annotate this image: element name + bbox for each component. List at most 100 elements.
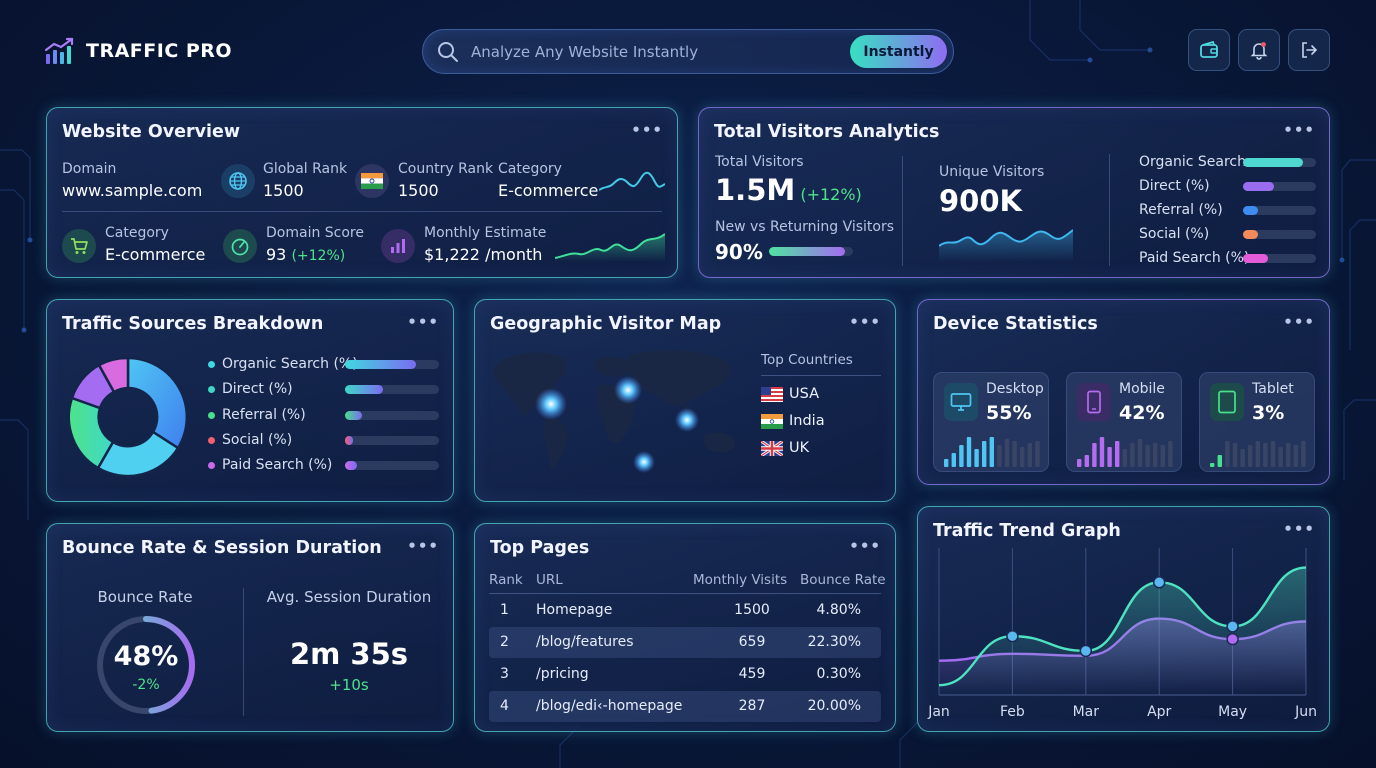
col-header-bounce[interactable]: Bounce Rate — [800, 572, 886, 588]
country-india[interactable]: India — [789, 413, 825, 429]
visitor-source-label: Direct (%) — [1139, 178, 1210, 194]
data-point[interactable] — [1226, 632, 1239, 646]
device-card-tablet[interactable]: Tablet 3% — [1199, 372, 1315, 472]
data-point[interactable] — [1226, 620, 1239, 633]
map-hotspot[interactable] — [675, 408, 699, 432]
device-value: 3% — [1252, 402, 1285, 424]
divider — [489, 593, 881, 594]
device-bar — [1012, 441, 1017, 467]
legend-dot — [208, 386, 215, 394]
bounce-rate-change: -2% — [132, 677, 160, 693]
table-row[interactable]: 4/blog/edi‹-homepage 287 20.00% — [489, 691, 881, 722]
more-options-icon[interactable]: ••• — [407, 313, 439, 331]
total-visitors-change: (+12%) — [800, 185, 862, 204]
chart-logo-icon — [44, 37, 74, 64]
global-rank-label: Global Rank — [263, 161, 348, 177]
legend-dot — [208, 436, 215, 444]
world-map — [493, 350, 735, 473]
map-hotspot[interactable] — [633, 451, 655, 473]
x-tick-label: May — [1218, 704, 1247, 720]
table-cell: 0.30% — [816, 666, 861, 682]
data-point[interactable] — [1079, 644, 1093, 658]
visitors-panel: Total Visitors Analytics ••• Total Visit… — [698, 107, 1330, 278]
map-hotspot[interactable] — [535, 388, 567, 420]
visitor-source-label: Referral (%) — [1139, 202, 1223, 218]
table-cell: 22.30% — [807, 634, 861, 650]
device-label: Desktop — [986, 381, 1044, 397]
device-bar — [1270, 441, 1276, 467]
device-bar — [1084, 455, 1089, 467]
device-bar — [959, 445, 964, 467]
table-cell[interactable]: /blog/edi‹-homepage — [536, 698, 683, 714]
device-bar — [1137, 439, 1143, 467]
country-usa[interactable]: USA — [789, 386, 820, 402]
device-bar — [1293, 445, 1298, 467]
more-options-icon[interactable]: ••• — [631, 121, 663, 139]
device-card-desktop[interactable]: Desktop 55% — [933, 372, 1049, 472]
map-hotspot[interactable] — [614, 376, 642, 404]
visitor-source-bar-fill — [1243, 206, 1258, 215]
table-cell: 4.80% — [816, 602, 861, 618]
country-uk[interactable]: UK — [789, 440, 810, 456]
visitor-source-bar — [1243, 158, 1316, 167]
global-rank-value: 1500 — [263, 181, 304, 200]
legend-dot — [208, 411, 215, 419]
traffic-source-label: Social (%) — [222, 431, 293, 448]
domain-label: Domain — [62, 161, 117, 177]
new-returning-bar — [769, 247, 853, 256]
notifications-button[interactable] — [1238, 29, 1280, 71]
device-card-mobile[interactable]: Mobile 42% — [1066, 372, 1182, 472]
x-tick-label: Mar — [1073, 704, 1100, 720]
traffic-source-bar — [345, 410, 439, 420]
analyze-button[interactable]: Instantly — [850, 35, 947, 68]
globe-icon — [221, 164, 255, 198]
traffic-donut-chart — [67, 356, 189, 478]
table-cell[interactable]: Homepage — [536, 602, 613, 618]
series-area — [939, 567, 1306, 695]
bounce-session-title: Bounce Rate & Session Duration — [62, 538, 382, 558]
col-header-visits[interactable]: Monthly Visits — [693, 572, 788, 588]
more-options-icon[interactable]: ••• — [849, 313, 881, 331]
search-bar[interactable]: Analyze Any Website Instantly Instantly — [422, 29, 954, 74]
traffic-source-bar — [345, 385, 439, 395]
table-cell[interactable]: /blog/features — [536, 634, 634, 650]
wallet-button[interactable] — [1188, 29, 1230, 71]
table-row[interactable]: 2/blog/features 659 22.30% — [489, 627, 881, 658]
traffic-source-label: Referral (%) — [222, 406, 306, 423]
table-row[interactable]: 3/pricing 459 0.30% — [489, 659, 881, 690]
device-bar — [1130, 443, 1135, 467]
device-value: 55% — [986, 402, 1032, 424]
traffic-source-label: Paid Search (%) — [222, 457, 333, 474]
device-bar — [1004, 439, 1010, 467]
col-header-rank[interactable]: Rank — [489, 572, 523, 588]
more-options-icon[interactable]: ••• — [407, 537, 439, 555]
device-bar — [1160, 445, 1165, 467]
bar-chart-icon — [381, 229, 415, 263]
brand-name: TRAFFIC PRO — [86, 40, 233, 62]
table-cell[interactable]: /pricing — [536, 666, 589, 682]
new-returning-bar-fill — [769, 247, 845, 256]
more-options-icon[interactable]: ••• — [1283, 313, 1315, 331]
traffic-trend-chart: Jan Feb Mar Apr May Jun — [927, 548, 1317, 720]
search-input[interactable]: Analyze Any Website Instantly — [471, 42, 699, 61]
visitor-source-label: Social (%) — [1139, 226, 1210, 242]
more-options-icon[interactable]: ••• — [1283, 121, 1315, 139]
device-bar — [951, 453, 956, 467]
data-point[interactable] — [1152, 576, 1166, 589]
data-point[interactable] — [1006, 629, 1019, 643]
table-row[interactable]: 1 Homepage 1500 4.80% — [489, 595, 881, 626]
domain-score-label: Domain Score — [266, 225, 364, 241]
more-options-icon[interactable]: ••• — [1283, 520, 1315, 538]
brand[interactable]: TRAFFIC PRO — [44, 36, 232, 66]
x-tick-label: Feb — [1000, 704, 1025, 720]
session-duration-label: Avg. Session Duration — [266, 588, 432, 606]
domain-score-change: (+12%) — [291, 248, 346, 264]
donut-slice-paid — [97, 356, 130, 394]
device-bar — [966, 437, 972, 467]
logout-button[interactable] — [1288, 29, 1330, 71]
more-options-icon[interactable]: ••• — [849, 537, 881, 555]
session-duration-change: +10s — [329, 676, 369, 694]
category-value: E-commerce — [105, 245, 206, 264]
col-header-url[interactable]: URL — [536, 572, 563, 588]
geo-map-title: Geographic Visitor Map — [490, 314, 722, 334]
